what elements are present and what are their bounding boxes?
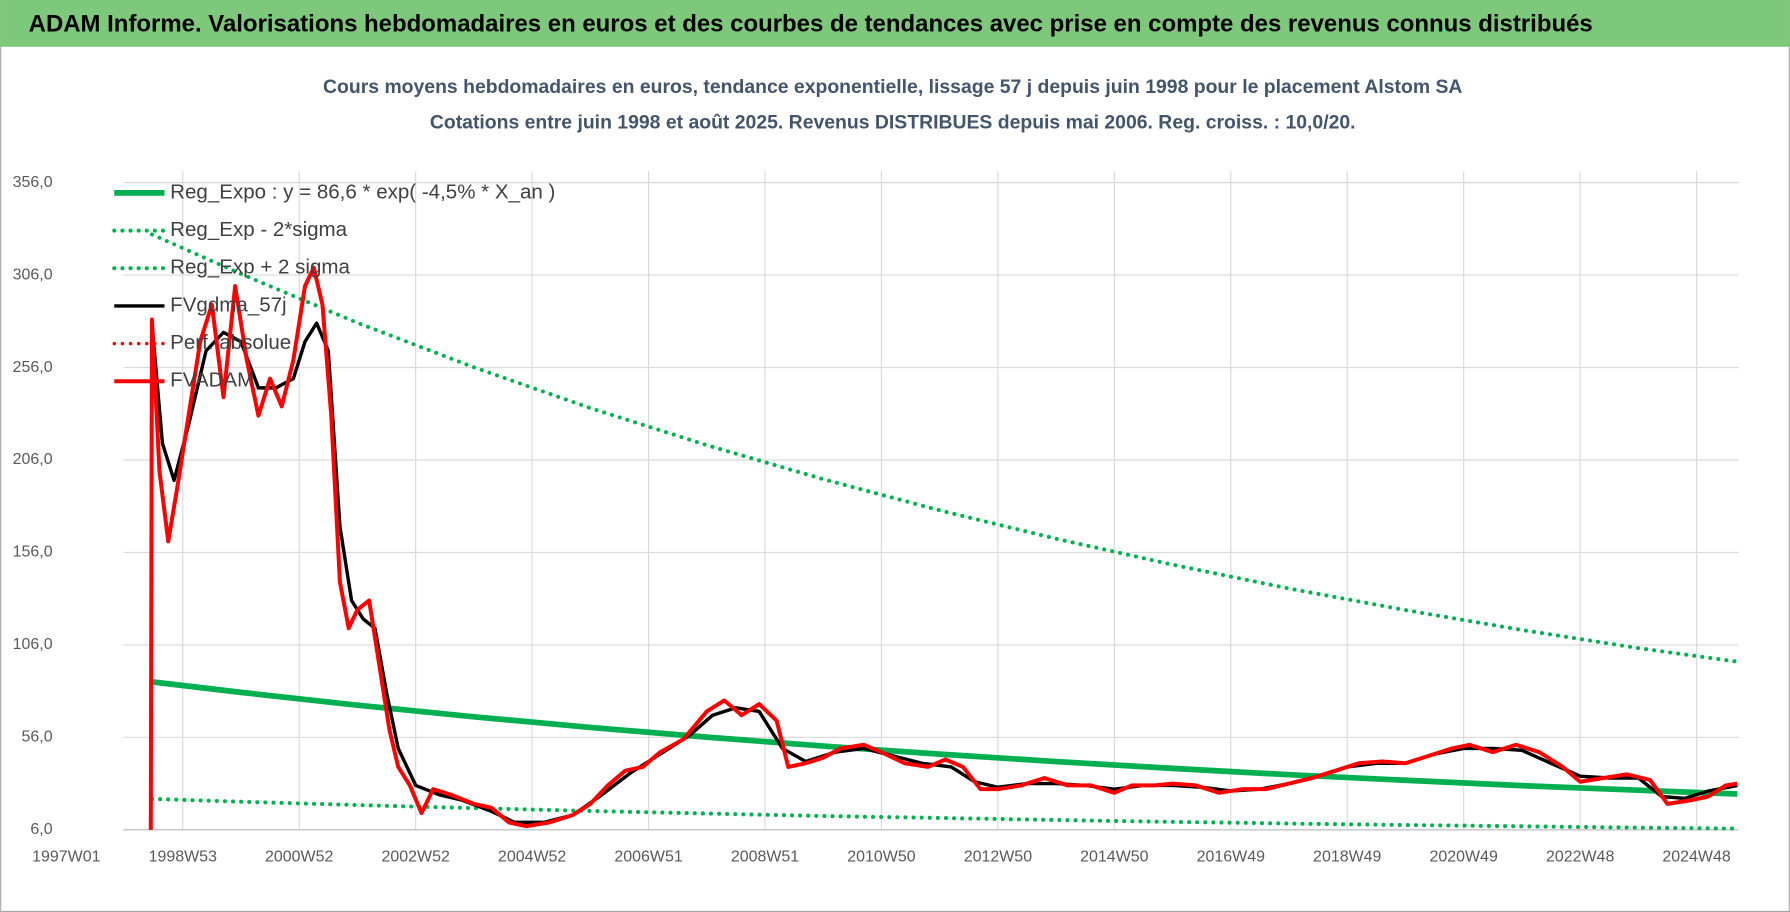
y-tick-label: 6,0 [30, 821, 52, 838]
chart-subtitle: Cotations entre juin 1998 et août 2025. … [430, 111, 1356, 133]
x-tick-label: 2004W52 [498, 848, 566, 865]
x-tick-label: 2006W51 [614, 848, 682, 865]
chart-title: Cours moyens hebdomadaires en euros, ten… [323, 76, 1462, 98]
x-tick-label: 2016W49 [1197, 848, 1265, 865]
y-tick-label: 306,0 [13, 266, 53, 283]
x-tick-label: 1997W01 [32, 848, 100, 865]
x-tick-label: 2008W51 [731, 848, 799, 865]
legend-label: Perf. absolue [170, 331, 291, 354]
series-line [149, 232, 1740, 664]
plot: 6,0 56,0 106,0 156,0 206,0 256,0 306,0 356,0 199… [13, 171, 1740, 865]
y-tick-label: 356,0 [13, 174, 53, 191]
legend-label: FVgdma_57j [170, 293, 286, 316]
y-tick-label: 206,0 [13, 451, 53, 468]
x-tick-label: 1998W53 [149, 848, 217, 865]
x-tick-label: 2010W50 [847, 848, 915, 865]
x-tick-label: 2024W48 [1662, 848, 1730, 865]
x-tick-label: 2022W48 [1546, 848, 1614, 865]
y-tick-label: 106,0 [13, 636, 53, 653]
x-tick-label: 2018W49 [1313, 848, 1381, 865]
x-tick-label: 2020W49 [1430, 848, 1498, 865]
series-line [151, 679, 1738, 797]
legend-label: Reg_Exp - 2*sigma [170, 218, 347, 241]
x-tick-label: 2002W52 [381, 848, 449, 865]
header-title: ADAM Informe. Valorisations hebdomadaire… [29, 10, 1593, 37]
x-tick-label: 2012W50 [964, 848, 1032, 865]
series-line [148, 265, 1738, 830]
header-band [0, 0, 1790, 47]
y-tick-label: 56,0 [22, 729, 53, 746]
y-tick-label: 156,0 [13, 544, 53, 561]
legend-label: Reg_Expo : y = 86,6 * exp( -4,5% * X_an … [170, 180, 555, 203]
legend-label: Reg_Exp + 2 sigma [170, 256, 350, 279]
series-line [149, 796, 1740, 831]
x-tick-label: 2014W50 [1080, 848, 1148, 865]
x-tick-label: 2000W52 [265, 848, 333, 865]
y-tick-label: 256,0 [13, 359, 53, 376]
legend-label: FVADAM [170, 369, 254, 392]
